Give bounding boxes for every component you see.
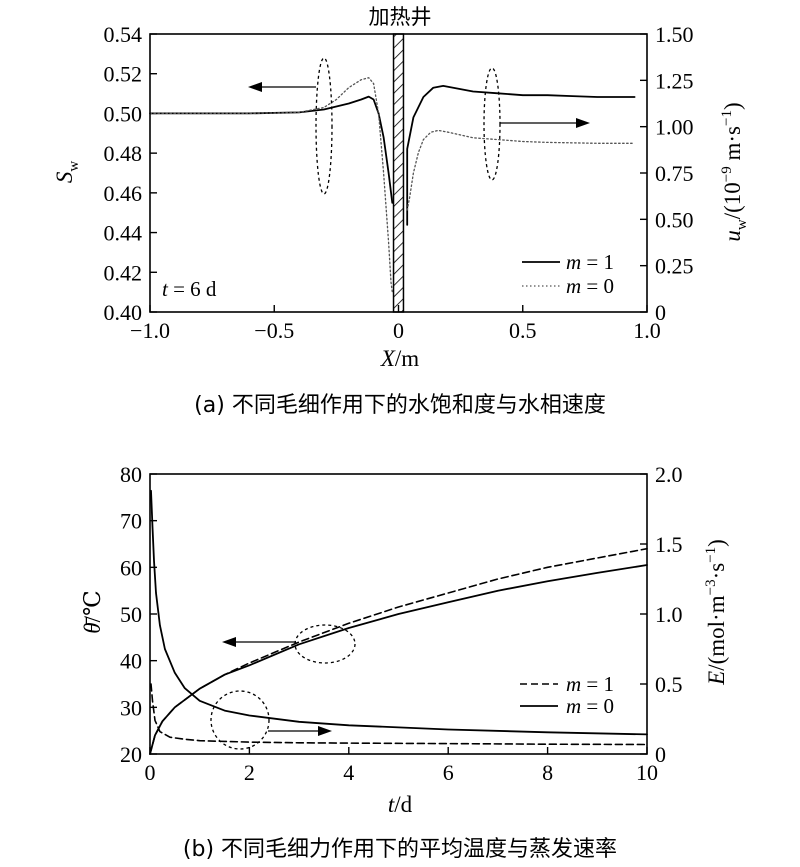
y-left-tick-label: 70 (120, 509, 142, 534)
panel-b-frame (149, 473, 648, 755)
series-line-m1-right (406, 85, 636, 226)
series-line-m0-left (149, 77, 393, 293)
panel-b-y-right-label: E/(mol·m−3·s−1) (703, 539, 729, 686)
y-right-tick-label: 0 (655, 300, 666, 325)
panel-a-ticks: −1.0 −0.5 0 0.5 1.0 0.40 0.42 0.44 0.46 0.48 0.50 0… (104, 22, 694, 343)
legend-label-m1: m = 1 (566, 250, 614, 274)
arrow-left-icon (222, 637, 236, 647)
x-tick-label: 0 (393, 318, 404, 343)
right-curve-ellipse (483, 67, 501, 181)
x-tick-label: 4 (343, 760, 354, 785)
y-right-tick-label: 1.50 (655, 22, 694, 47)
y-right-tick-label: 0.25 (655, 254, 694, 279)
panel-a-y-right-label: uw/(10−9 m·s−1) (719, 102, 750, 241)
panel-a: −1.0 −0.5 0 0.5 1.0 0.40 0.42 0.44 0.46 0.48 0.50 0… (52, 5, 750, 418)
y-left-tick-label: 80 (120, 462, 142, 487)
evaporation-curve-ellipse (210, 690, 270, 750)
y-left-tick-label: 0.46 (104, 181, 143, 206)
y-left-tick-label: 20 (120, 742, 142, 767)
temperature-curve-ellipse (294, 624, 356, 664)
x-tick-label: 2 (244, 760, 255, 785)
panel-a-series (149, 77, 636, 293)
y-left-tick-label: 0.52 (104, 62, 143, 87)
y-right-tick-label: 2.0 (655, 462, 683, 487)
series-line-m0-left (149, 564, 648, 755)
x-tick-label: −1.0 (130, 318, 170, 343)
heater-label: 加热井 (369, 5, 432, 29)
panel-b-x-label: t/d (388, 792, 413, 817)
heater-well (392, 33, 405, 313)
arrow-left-icon (248, 82, 262, 92)
panel-b: 0 2 4 6 8 10 20 30 40 50 60 70 80 0 0.5 1.0 1.5 2.0 m = 1… (80, 462, 729, 862)
x-tick-label: 0 (145, 760, 156, 785)
arrow-right-icon (318, 726, 332, 736)
x-tick-label: −0.5 (254, 318, 294, 343)
panel-b-ticks: 0 2 4 6 8 10 20 30 40 50 60 70 80 0 0.5 1.0 1.5 2.0 (120, 462, 683, 785)
x-tick-label: 10 (636, 760, 658, 785)
left-curve-ellipse (315, 57, 333, 195)
legend-label-m0: m = 0 (566, 694, 614, 718)
y-left-tick-label: 40 (120, 649, 142, 674)
x-tick-label: 1.0 (633, 318, 661, 343)
panel-a-x-label: X/m (380, 346, 419, 371)
y-left-tick-label: 0.42 (104, 260, 143, 285)
y-right-tick-label: 0.50 (655, 207, 694, 232)
panel-b-series (149, 489, 648, 755)
y-right-tick-label: 0.75 (655, 161, 694, 186)
y-right-tick-label: 1.25 (655, 68, 694, 93)
y-right-tick-label: 1.0 (655, 602, 683, 627)
y-left-tick-label: 30 (120, 695, 142, 720)
time-annotation: t = 6 d (162, 277, 217, 301)
x-tick-label: 8 (542, 760, 553, 785)
panel-a-legend: m = 1 m = 0 (522, 250, 614, 298)
series-line-m1-left (149, 547, 648, 755)
panel-b-y-left-label: θ̄/℃ (80, 590, 105, 633)
x-tick-label: 6 (443, 760, 454, 785)
series-line-m0-right (406, 129, 636, 211)
panel-a-y-left-label: Sw (52, 161, 82, 184)
y-right-tick-label: 0 (655, 742, 666, 767)
panel-a-caption: (a) 不同毛细作用下的水饱和度与水相速度 (194, 393, 606, 418)
x-tick-label: 0.5 (509, 318, 537, 343)
legend-label-m1: m = 1 (566, 672, 614, 696)
y-left-tick-label: 50 (120, 602, 142, 627)
panel-b-caption: (b) 不同毛细力作用下的平均温度与蒸发速率 (183, 837, 617, 862)
panel-b-legend: m = 1 m = 0 (520, 672, 614, 718)
y-left-tick-label: 0.54 (104, 22, 143, 47)
y-right-tick-label: 0.5 (655, 672, 683, 697)
y-right-tick-label: 1.00 (655, 115, 694, 140)
legend-label-m0: m = 0 (566, 274, 614, 298)
y-left-tick-label: 0.44 (104, 221, 143, 246)
y-left-tick-label: 0.50 (104, 101, 143, 126)
y-left-tick-label: 0.48 (104, 141, 143, 166)
series-line-m0-right (150, 489, 648, 736)
y-left-tick-label: 0.40 (104, 300, 143, 325)
series-line-m1-right (150, 683, 648, 746)
arrow-right-icon (576, 118, 590, 128)
y-right-tick-label: 1.5 (655, 532, 683, 557)
y-left-tick-label: 60 (120, 555, 142, 580)
